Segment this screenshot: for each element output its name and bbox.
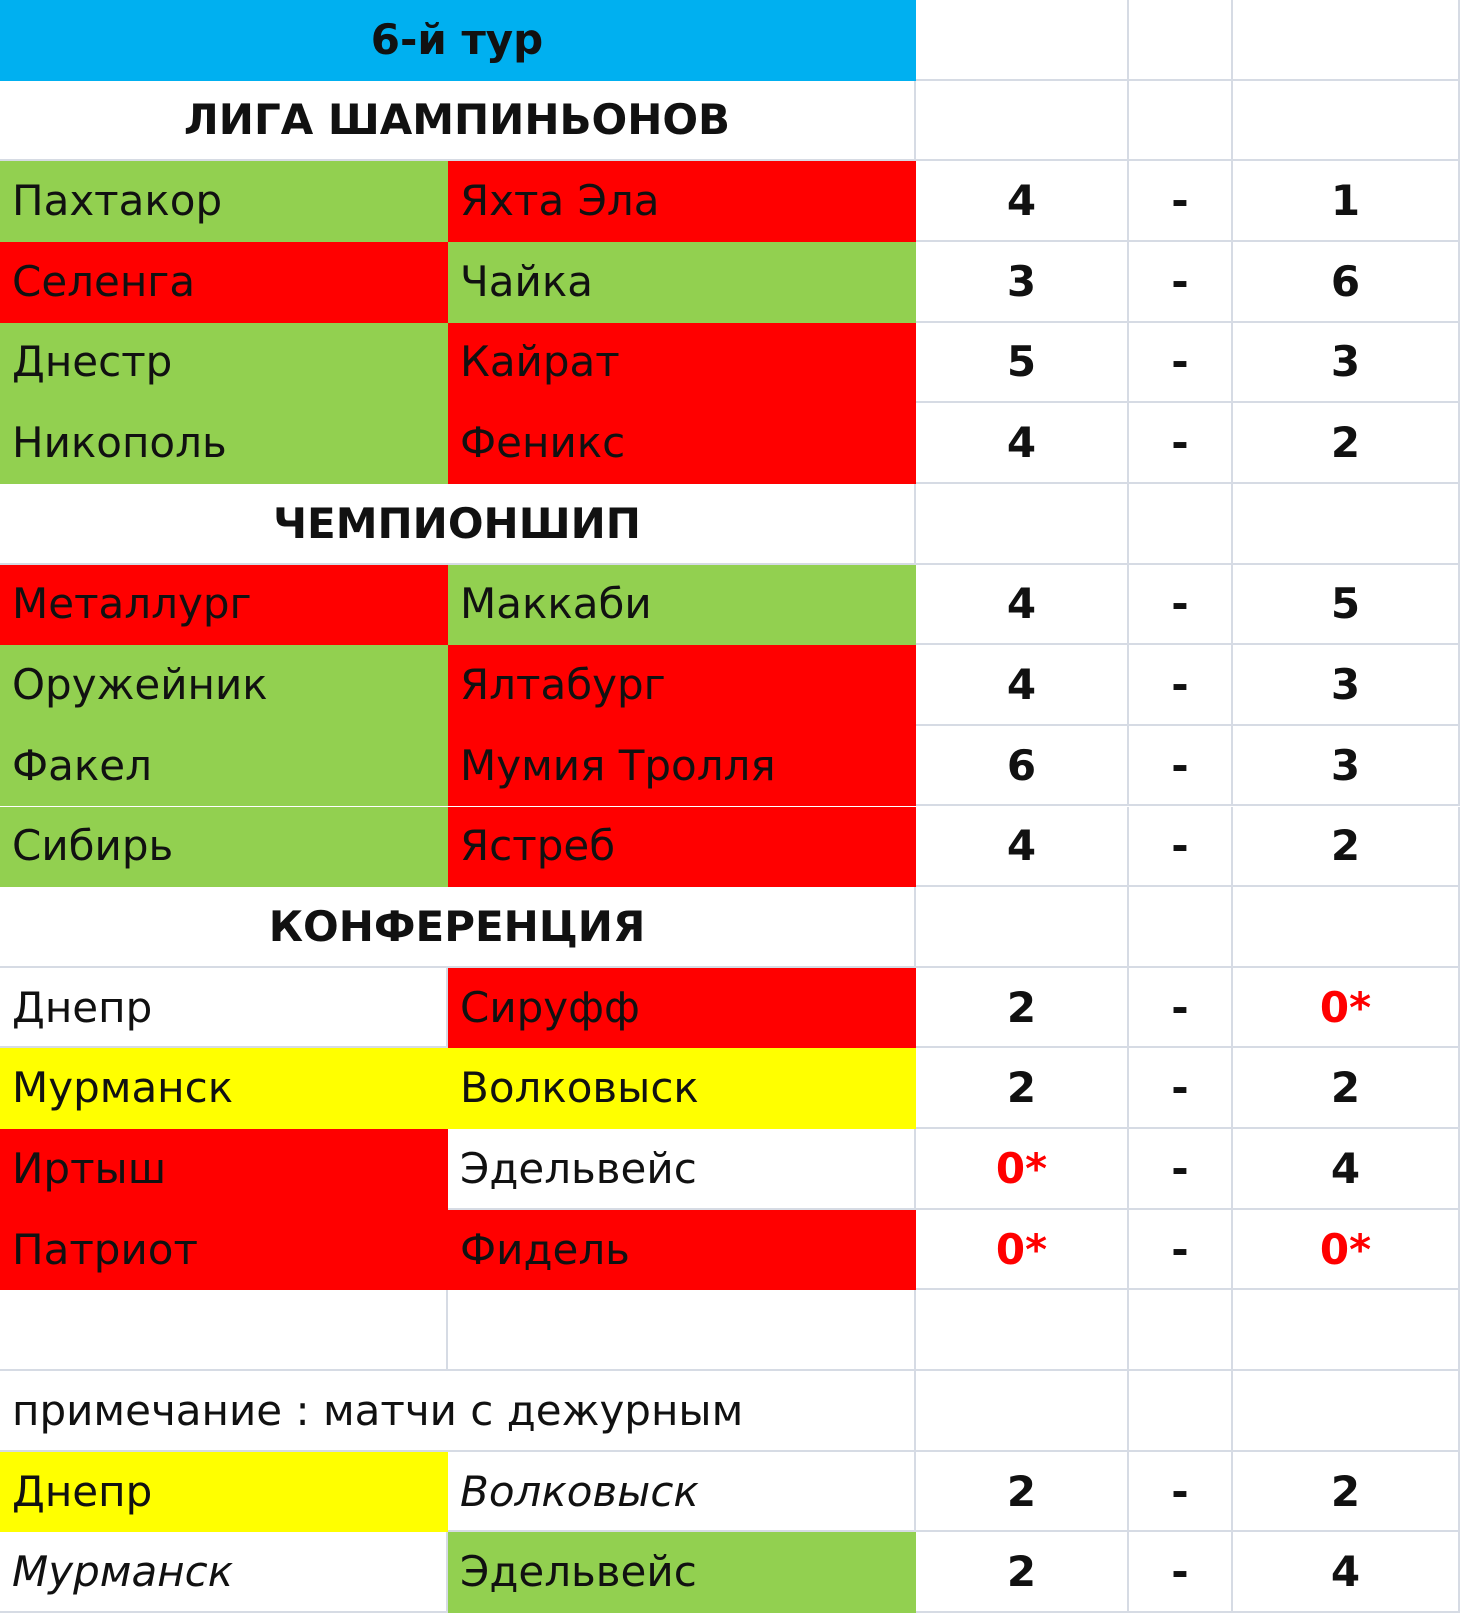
away-score: 2 — [1233, 403, 1460, 484]
home-score: 2 — [916, 1451, 1129, 1533]
away-score: 3 — [1233, 322, 1460, 404]
away-team: Волковыск — [448, 1048, 916, 1130]
empty-cell — [1129, 887, 1233, 968]
section-title: ЛИГА ШАМПИНЬОНОВ — [0, 80, 916, 162]
home-score: 0* — [916, 1209, 1129, 1291]
empty-cell — [448, 1290, 916, 1372]
away-team: Ястреб — [448, 806, 916, 888]
home-team: Мурманск — [0, 1048, 448, 1130]
section-title: КОНФЕРЕНЦИЯ — [0, 887, 916, 968]
home-team: Днестр — [0, 322, 448, 404]
away-score: 5 — [1233, 564, 1460, 646]
separator: - — [1129, 1209, 1233, 1291]
home-team: Иртыш — [0, 1129, 448, 1210]
home-score: 3 — [916, 241, 1129, 323]
away-score: 1 — [1233, 161, 1460, 242]
away-team: Эдельвейс — [448, 1532, 916, 1613]
away-team: Феникс — [448, 403, 916, 484]
away-score: 0* — [1233, 1209, 1460, 1291]
home-score: 5 — [916, 322, 1129, 404]
away-team: Сируфф — [448, 967, 916, 1049]
home-score: 2 — [916, 967, 1129, 1049]
empty-cell — [916, 1290, 1129, 1372]
away-score: 2 — [1233, 806, 1460, 888]
home-score: 2 — [916, 1532, 1129, 1613]
empty-cell — [0, 1290, 448, 1372]
home-score: 4 — [916, 564, 1129, 646]
separator: - — [1129, 241, 1233, 323]
empty-cell — [916, 1371, 1129, 1452]
empty-cell — [1129, 0, 1233, 81]
round-title: 6-й тур — [0, 0, 916, 81]
home-score: 6 — [916, 725, 1129, 807]
empty-cell — [1233, 0, 1460, 81]
separator: - — [1129, 967, 1233, 1049]
away-score: 4 — [1233, 1532, 1460, 1613]
away-team: Мумия Тролля — [448, 725, 916, 807]
away-score: 3 — [1233, 645, 1460, 726]
empty-cell — [1129, 80, 1233, 162]
note: примечание : матчи с дежурным — [0, 1371, 916, 1452]
empty-cell — [1129, 1290, 1233, 1372]
separator: - — [1129, 725, 1233, 807]
away-score: 2 — [1233, 1048, 1460, 1130]
empty-cell — [916, 483, 1129, 565]
home-team: Патриот — [0, 1209, 448, 1291]
away-team: Маккаби — [448, 564, 916, 646]
empty-cell — [1129, 1371, 1233, 1452]
away-team: Чайка — [448, 241, 916, 323]
home-team: Пахтакор — [0, 161, 448, 242]
away-score: 2 — [1233, 1451, 1460, 1533]
away-team: Кайрат — [448, 322, 916, 404]
empty-cell — [1233, 887, 1460, 968]
empty-cell — [1129, 483, 1233, 565]
away-score: 3 — [1233, 725, 1460, 807]
separator: - — [1129, 1532, 1233, 1613]
empty-cell — [916, 887, 1129, 968]
separator: - — [1129, 806, 1233, 888]
empty-cell — [1233, 1290, 1460, 1372]
home-team: Днепр — [0, 967, 448, 1049]
separator: - — [1129, 1048, 1233, 1130]
separator: - — [1129, 564, 1233, 646]
away-team: Фидель — [448, 1209, 916, 1291]
away-team: Ялтабург — [448, 645, 916, 726]
home-score: 4 — [916, 403, 1129, 484]
home-team: Сибирь — [0, 806, 448, 888]
empty-cell — [1233, 1371, 1460, 1452]
home-score: 2 — [916, 1048, 1129, 1130]
home-team: Оружейник — [0, 645, 448, 726]
home-team: Факел — [0, 725, 448, 807]
home-team: Мурманск — [0, 1532, 448, 1613]
separator: - — [1129, 1129, 1233, 1210]
empty-cell — [916, 80, 1129, 162]
home-team: Днепр — [0, 1451, 448, 1533]
home-score: 0* — [916, 1129, 1129, 1210]
home-score: 4 — [916, 645, 1129, 726]
section-title: ЧЕМПИОНШИП — [0, 483, 916, 565]
separator: - — [1129, 1451, 1233, 1533]
home-score: 4 — [916, 806, 1129, 888]
separator: - — [1129, 403, 1233, 484]
away-team: Яхта Эла — [448, 161, 916, 242]
separator: - — [1129, 322, 1233, 404]
separator: - — [1129, 645, 1233, 726]
empty-cell — [1233, 80, 1460, 162]
away-team: Эдельвейс — [448, 1129, 916, 1210]
separator: - — [1129, 161, 1233, 242]
home-score: 4 — [916, 161, 1129, 242]
empty-cell — [1233, 483, 1460, 565]
home-team: Металлург — [0, 564, 448, 646]
home-team: Селенга — [0, 241, 448, 323]
away-team: Волковыск — [448, 1451, 916, 1533]
away-score: 6 — [1233, 241, 1460, 323]
away-score: 4 — [1233, 1129, 1460, 1210]
away-score: 0* — [1233, 967, 1460, 1049]
empty-cell — [916, 0, 1129, 81]
home-team: Никополь — [0, 403, 448, 484]
